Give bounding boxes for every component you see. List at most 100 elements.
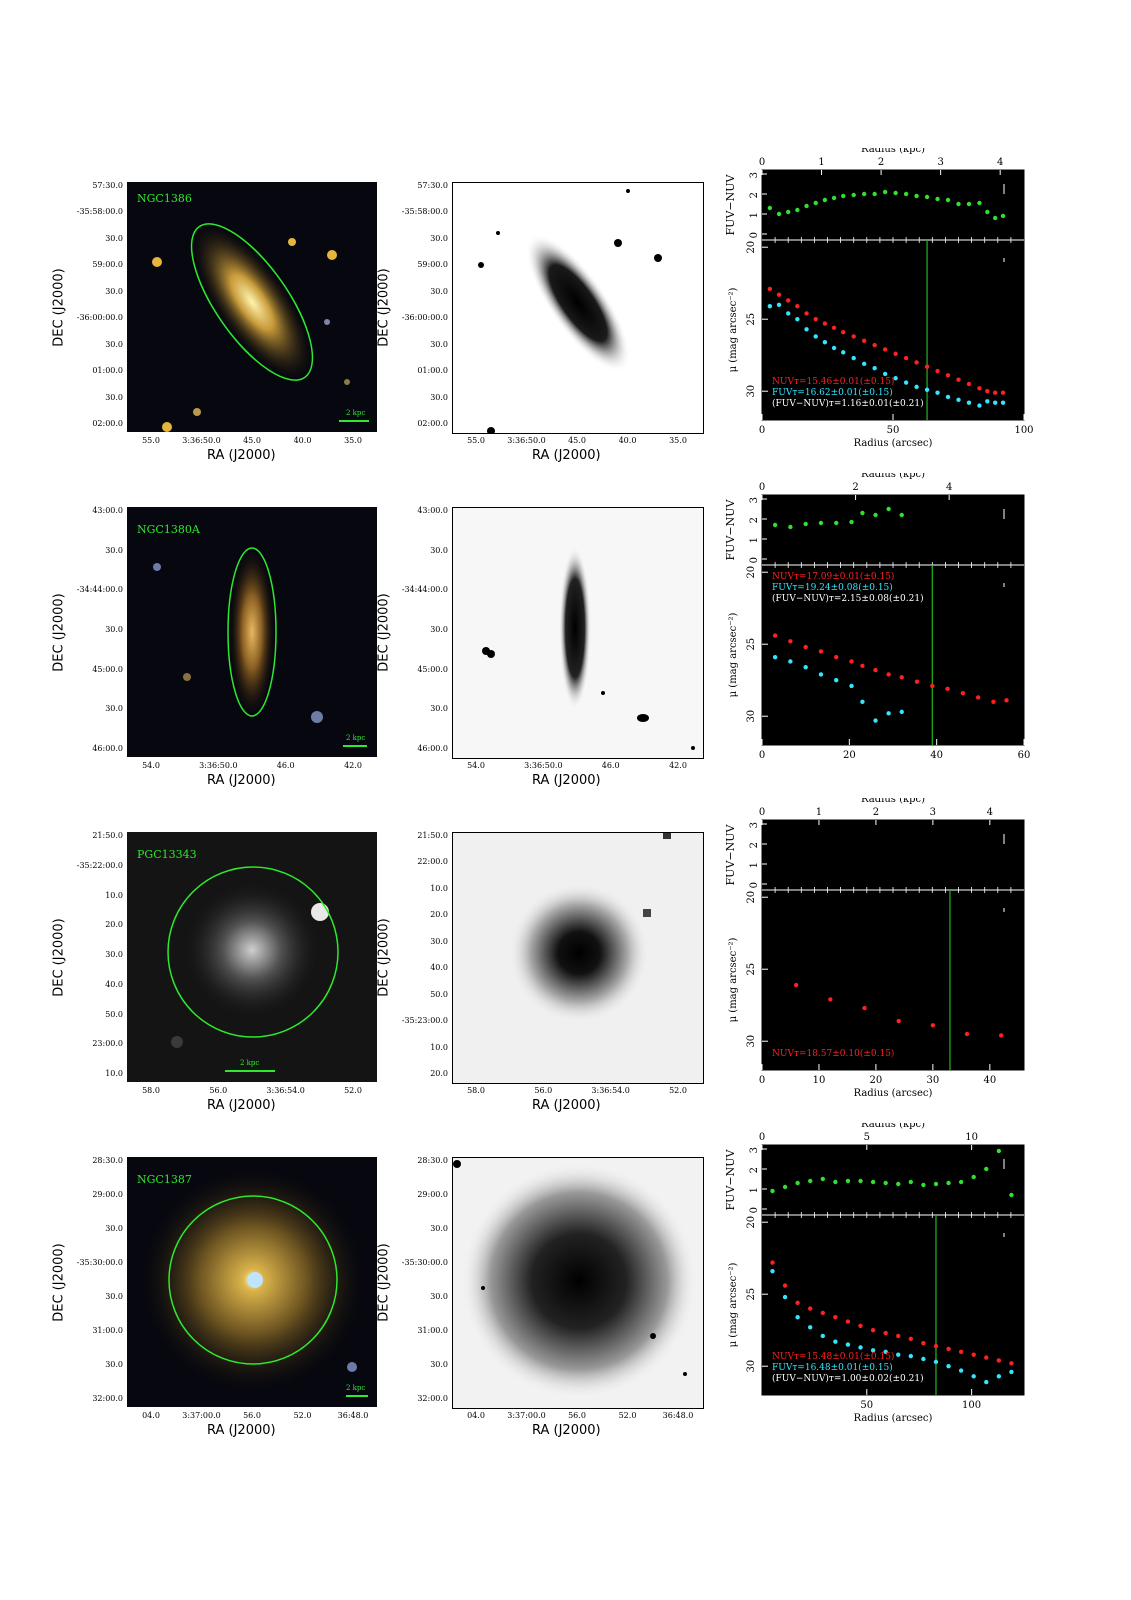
dec-tick-label: 01:00.0 [417,366,448,376]
nuv-point [841,329,846,335]
fuv-point [883,1349,888,1354]
profile-chart: Radius (kpc) 0 1 2 3 4 0 1 2 3 FUV−NUV 20 25 30 μ (mag… [724,148,1034,449]
ra-tick-label: 3:36:50.0 [524,761,563,770]
nuv-point [896,1018,901,1024]
color-point [899,512,904,518]
top-tick-label: 0 [759,482,765,493]
color-point [770,1188,775,1194]
ra-axis-title: RA (J2000) [207,1098,276,1113]
color-tick-label: 1 [749,862,760,868]
nuv-point [813,317,818,322]
ra-tick-label: 3:37:00.0 [182,1411,221,1420]
color-point [804,203,809,209]
dec-axis-title: DEC (J2000) [51,268,67,347]
fuv-point [992,400,998,405]
fuv-point [908,1353,914,1359]
color-point [956,201,961,207]
fuv-point [966,400,972,405]
nuv-point [872,342,877,348]
fuv-point [804,327,809,332]
dec-tick-label: 30.0 [430,704,448,714]
color-tick-label: 3 [749,1147,760,1153]
galaxy-name-label: PGC13343 [137,848,197,861]
color-point [786,209,791,215]
mu-tick-label: 25 [746,638,757,651]
dec-tick-label: 50.0 [430,989,448,999]
x-tick-label: 40 [983,1075,996,1086]
fuv-point [872,365,877,371]
nuv-point [914,679,920,684]
color-tick-label: 2 [749,192,760,198]
mu-tick-label: 25 [746,1288,757,1301]
color-point [945,197,951,203]
mu-axis-title: μ (mag arcsec⁻²) [728,1263,739,1348]
color-point [893,190,898,196]
nuv-point [945,373,951,378]
mu-tick-label: 20 [746,566,757,579]
fuv-point [820,1333,825,1339]
dec-tick-label: -36:00:00.0 [76,313,123,323]
dec-tick-label: 30.0 [430,545,448,555]
fuv-point [886,711,891,716]
mu-axis-title: μ (mag arcsec⁻²) [728,288,739,373]
nuv-point [772,633,778,638]
dec-axis-title: DEC (J2000) [51,918,67,997]
x-tick-label: 20 [870,1075,883,1086]
top-tick-label: 3 [930,807,936,818]
fuv-point [924,387,930,392]
nuv-point [788,639,793,644]
fuv-point [1000,400,1006,405]
nuv-point [851,334,856,339]
nuv-point [985,389,990,394]
color-profile-panel [761,169,1025,241]
x-tick-label: 0 [759,425,765,436]
scale-bar-label: 2 kpc [346,734,366,742]
nuv-point [1000,390,1006,395]
nuv-point [820,1310,825,1316]
color-point [833,1179,838,1185]
x-tick-label: 60 [1018,750,1031,761]
dec-axis-title: DEC (J2000) [376,268,392,347]
dec-tick-label: 21:50.0 [92,831,123,840]
color-tick-label: 0 [749,232,760,238]
dec-tick-label: 30.0 [430,936,448,946]
nuv-point [903,355,909,361]
ra-tick-label: 3:36:50.0 [199,761,238,770]
fuv-point [782,1294,788,1300]
dec-tick-label: 31:00.0 [417,1326,448,1335]
nuv-point [873,667,878,673]
fuv-point [858,1345,863,1350]
ra-tick-label: 56.0 [243,1411,261,1420]
color-image-panel: PGC13343 2 kpc [127,832,377,1082]
ra-tick-label: 36:48.0 [337,1411,369,1420]
fuv-point [1009,1369,1014,1375]
color-point [924,194,930,200]
mu-axis-title: μ (mag arcsec⁻²) [728,613,739,698]
dec-tick-label: 40.0 [105,979,123,989]
dec-tick-label: 28:30.0 [92,1156,123,1165]
color-point [808,1178,813,1184]
color-tick-label: 1 [749,537,760,543]
nuv-point [908,1336,914,1342]
galaxy-name-label: NGC1380A [137,523,200,536]
ra-tick-label: 45.0 [243,436,261,445]
top-tick-label: 1 [816,807,822,818]
nuv-point [818,649,824,654]
dec-tick-label: 10.0 [430,883,448,893]
x-axis-title: Radius (arcsec) [854,1413,933,1424]
dec-tick-label: 30.0 [430,625,448,634]
color-point [860,510,865,516]
nuv-point [795,304,800,309]
ra-axis-title: RA (J2000) [207,1423,276,1438]
fuv-point [882,371,888,377]
x-axis-title: Radius (arcsec) [854,438,933,449]
color-profile-panel [761,819,1025,891]
legend-entry: FUVᴛ=16.48±0.01(±0.15) [772,1362,893,1373]
gray-image-panel [452,1157,704,1409]
ra-tick-label: 55.0 [142,436,160,445]
fuv-point [861,361,867,367]
fuv-point [984,1379,989,1385]
x-tick-label: 40 [930,750,943,761]
fuv-point [893,376,898,381]
